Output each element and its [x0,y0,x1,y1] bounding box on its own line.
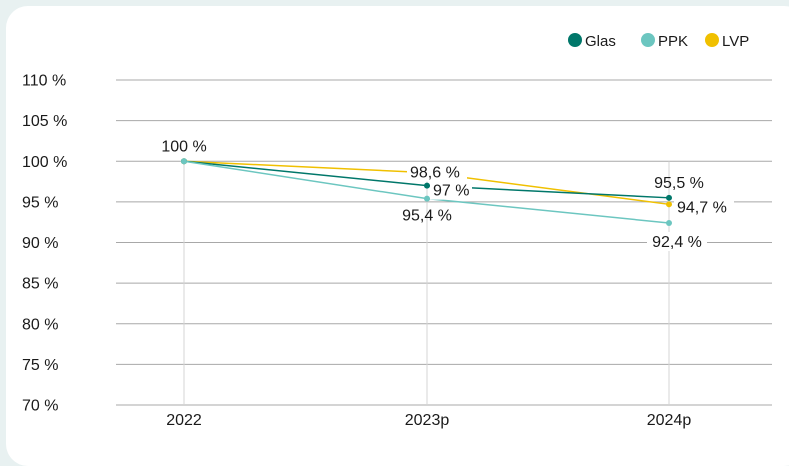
line-chart: 70 % 75 % 80 % 85 % 90 % 95 % 100 % 105 % 110 % 2… [22,33,772,429]
legend-label-ppk: PPK [658,33,688,50]
y-tick-label: 85 % [22,276,58,293]
data-point-ppk [424,195,430,202]
y-tick-label: 75 % [22,357,58,374]
legend-label-lvp: LVP [722,33,749,50]
data-label-lvp: 94,7 % [677,199,727,216]
data-label-glas: 97 % [433,183,469,200]
y-tick-label: 95 % [22,194,58,211]
data-label-ppk: 92,4 % [652,234,702,251]
y-tick-label: 105 % [22,113,67,130]
data-label-glas: 100 % [161,138,206,155]
data-point-ppk [181,158,187,165]
x-tick-label: 2024p [647,412,692,429]
data-label-ppk: 95,4 % [402,208,452,225]
y-tick-label: 100 % [22,154,67,171]
legend-marker-glas [568,33,582,47]
data-label-bg [674,197,734,217]
data-point-lvp [666,201,672,208]
data-label-bg [407,162,467,182]
legend-marker-ppk [641,33,655,47]
y-tick-label: 70 % [22,398,58,415]
data-label-bg [430,180,472,200]
data-point-ppk [666,220,672,226]
y-tick-label: 90 % [22,235,58,252]
legend-marker-lvp [705,33,719,47]
y-tick-label: 110 % [22,73,66,90]
x-tick-label: 2022 [166,412,202,429]
data-point-glas [666,194,672,201]
data-label-glas: 95,5 % [654,175,704,192]
legend-label-glas: Glas [585,33,616,50]
y-tick-label: 80 % [22,316,58,333]
data-label-bg [647,232,707,251]
x-tick-label: 2023p [405,412,450,429]
data-point-glas [424,182,430,189]
data-label-lvp: 98,6 % [410,165,460,182]
